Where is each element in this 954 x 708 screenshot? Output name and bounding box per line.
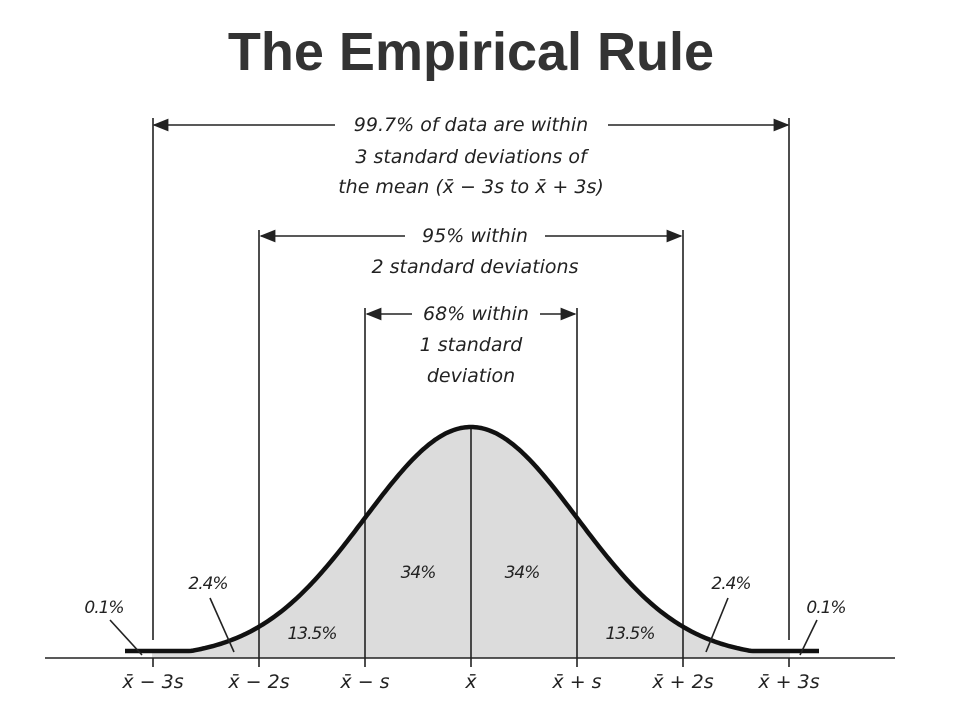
tick-label: x̄ − s	[339, 671, 389, 693]
range2-line2: 2 standard deviations	[372, 256, 579, 278]
leader-left-tail	[109, 619, 143, 656]
label-left-0-1: 34%	[401, 563, 436, 583]
tick-label: x̄ + 3s	[757, 671, 819, 693]
range3-line2: 3 standard deviations of	[355, 146, 590, 168]
leader-right-2-3	[705, 597, 729, 653]
label-left-tail: 0.1%	[84, 598, 123, 618]
tick-label: x̄ − 2s	[227, 671, 289, 693]
normal-curve	[125, 424, 819, 654]
leader-right-tail	[799, 619, 818, 656]
leader-left-2-3	[209, 597, 235, 653]
tick-label: x̄ + 2s	[651, 671, 713, 693]
label-right-0-1: 34%	[505, 563, 540, 583]
tick-label: x̄	[464, 671, 477, 693]
label-right-2-3: 2.4%	[711, 574, 750, 594]
axis-ticks: x̄ − 3s x̄ − 2s x̄ − s x̄ x̄ + s x̄ + 2s x̄ + …	[121, 658, 820, 693]
tick-label: x̄ − 3s	[121, 671, 183, 693]
range2-line1: 95% within	[422, 225, 528, 247]
tick-label: x̄ + s	[551, 671, 601, 693]
label-left-2-3: 2.4%	[188, 574, 227, 594]
label-left-1-2: 13.5%	[287, 624, 336, 644]
label-right-tail: 0.1%	[806, 598, 845, 618]
label-right-1-2: 13.5%	[605, 624, 654, 644]
title: The Empirical Rule	[228, 22, 714, 82]
range3-line1: 99.7% of data are within	[354, 114, 588, 136]
range1-line2: 1 standard	[420, 334, 524, 356]
sd-lines	[152, 118, 790, 658]
range3-line3: the mean (x̄ − 3s to x̄ + 3s)	[338, 176, 604, 198]
range1-line3: deviation	[427, 365, 515, 387]
range1-line1: 68% within	[423, 303, 529, 325]
